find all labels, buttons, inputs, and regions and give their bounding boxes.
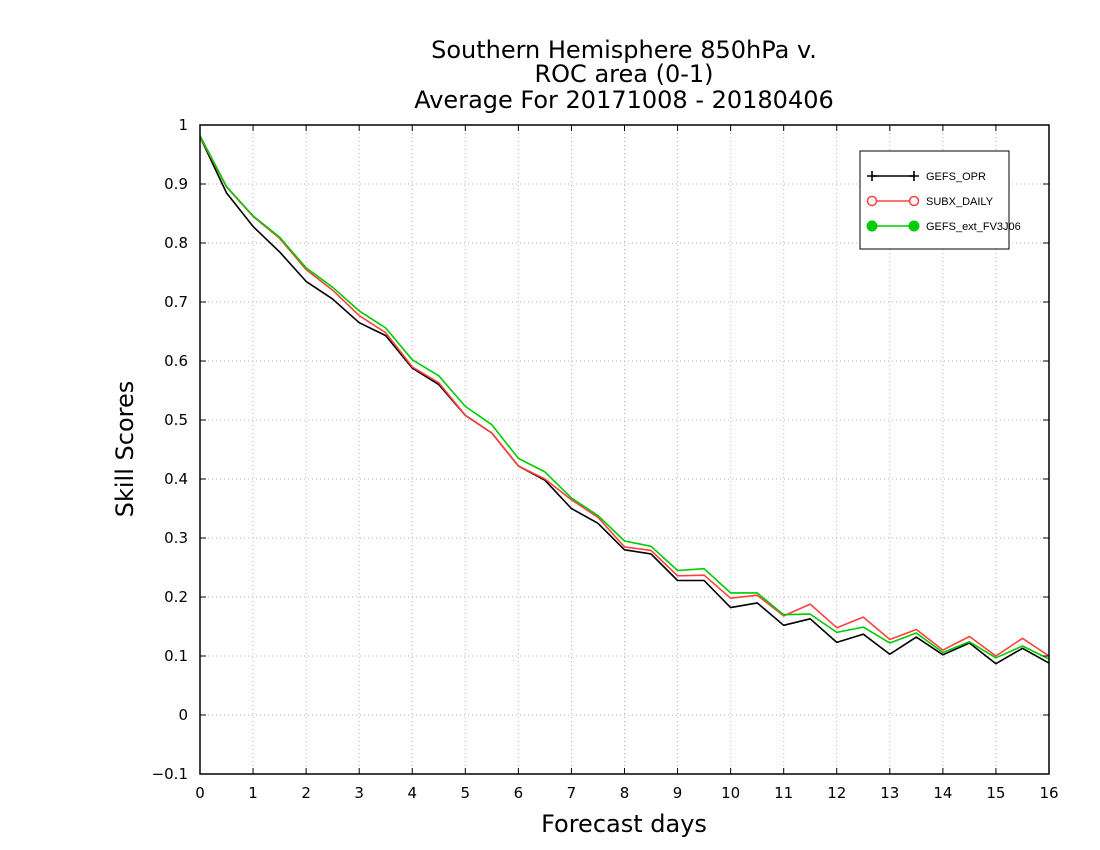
y-tick-label: 0	[178, 706, 188, 724]
y-tick-label: 0.7	[164, 293, 188, 311]
series-line-3	[199, 135, 1050, 660]
x-tick-label: 7	[567, 784, 577, 802]
x-ticks: 0 1 2 3 4 5 6 7 8 9 10 11 12 13 14 15 16	[195, 125, 1059, 802]
y-tick-label: 0.2	[164, 588, 188, 606]
x-tick-label: 11	[774, 784, 793, 802]
y-tick-label: 0.4	[164, 470, 188, 488]
legend-marker-circle-open	[908, 195, 920, 207]
legend-marker-circle-open	[866, 195, 878, 207]
y-ticks: −0.1 0 0.1 0.2 0.3 0.4 0.5 0.6 0.7 0.8 0.9 1	[152, 116, 1049, 783]
x-tick-label: 12	[827, 784, 846, 802]
x-tick-label: 1	[248, 784, 258, 802]
x-tick-label: 13	[880, 784, 899, 802]
x-tick-label: 14	[933, 784, 952, 802]
x-tick-label: 10	[721, 784, 740, 802]
legend: GEFS_OPR SUBX_DAILY GEFS_ext_FV3J06	[859, 150, 1021, 250]
y-tick-label: 1	[178, 116, 188, 134]
x-tick-label: 4	[407, 784, 417, 802]
series-line-2	[199, 136, 1050, 657]
y-tick-label: 0.6	[164, 352, 188, 370]
x-tick-label: 3	[354, 784, 364, 802]
chart-title-line-3: Average For 20171008 - 20180406	[414, 86, 834, 114]
legend-label-2: SUBX_DAILY	[926, 196, 994, 208]
y-tick-label: 0.8	[164, 234, 188, 252]
legend-box	[859, 150, 1010, 250]
y-tick-label: 0.5	[164, 411, 188, 429]
series-line-1	[199, 136, 1050, 665]
legend-marker-plus	[867, 171, 877, 181]
x-tick-label: 2	[301, 784, 311, 802]
series-layer	[199, 135, 1050, 665]
x-axis-label: Forecast days	[541, 810, 707, 838]
x-tick-label: 16	[1039, 784, 1058, 802]
y-tick-label: 0.9	[164, 175, 188, 193]
chart-title-line-2: ROC area (0-1)	[534, 60, 713, 88]
x-tick-label: 8	[620, 784, 630, 802]
x-tick-label: 9	[673, 784, 683, 802]
legend-marker-circle-filled	[908, 220, 920, 232]
legend-label-1: GEFS_OPR	[926, 171, 986, 183]
legend-marker-circle-filled	[866, 220, 878, 232]
y-tick-label: 0.1	[164, 647, 188, 665]
y-axis-label: Skill Scores	[111, 381, 139, 518]
x-tick-label: 0	[195, 784, 205, 802]
y-tick-label: −0.1	[152, 765, 188, 783]
legend-marker-plus	[909, 171, 919, 181]
x-tick-label: 15	[986, 784, 1005, 802]
x-tick-label: 6	[514, 784, 524, 802]
legend-label-3: GEFS_ext_FV3J06	[926, 221, 1021, 233]
y-tick-label: 0.3	[164, 529, 188, 547]
x-tick-label: 5	[461, 784, 471, 802]
grid	[200, 125, 1049, 774]
chart-title-line-1: Southern Hemisphere 850hPa v.	[431, 36, 817, 64]
